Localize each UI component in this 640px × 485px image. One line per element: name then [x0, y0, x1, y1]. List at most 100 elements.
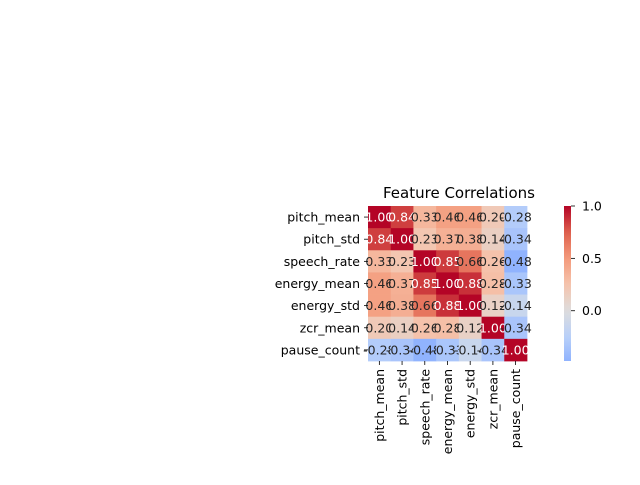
- heatmap-cell: [368, 294, 392, 318]
- heatmap-cell: [390, 272, 414, 295]
- heatmap-cell: [458, 206, 482, 229]
- heatmap-cell: [504, 316, 528, 340]
- heatmap-cell: [436, 316, 460, 340]
- cell-value-label: -0.34: [499, 320, 531, 335]
- cell-value-label: -0.48: [409, 342, 441, 357]
- heatmap-cell: [368, 272, 392, 295]
- cell-value-label: 0.23: [388, 254, 416, 269]
- cell-value-label: 0.33: [411, 210, 439, 225]
- cell-value-label: -0.33: [431, 342, 463, 357]
- cell-value-label: 0.46: [365, 276, 393, 291]
- heatmap-cell: [481, 228, 505, 251]
- heatmap-cell: [504, 294, 528, 318]
- cell-value-label: 1.00: [456, 298, 484, 313]
- heatmap-cell: [436, 206, 460, 229]
- cell-value-label: 0.26: [411, 320, 439, 335]
- heatmap-cell: [504, 228, 528, 251]
- cell-value-label: -0.14: [499, 298, 531, 313]
- chart-title: Feature Correlations: [383, 184, 535, 202]
- heatmap-cell: [413, 294, 437, 318]
- cell-value-label: 0.46: [456, 210, 484, 225]
- heatmap-cell: [390, 294, 414, 318]
- cell-value-label: 0.84: [388, 210, 416, 225]
- x-tick-label: zcr_mean: [485, 369, 500, 429]
- colorbar-tick-label: 0.5: [582, 251, 602, 266]
- cell-value-label: -0.33: [499, 276, 531, 291]
- heatmap-cell: [390, 316, 414, 340]
- y-tick-label: energy_mean: [275, 276, 360, 291]
- heatmap-cell: [458, 294, 482, 318]
- heatmap-cell: [368, 228, 392, 251]
- x-tick-label: pitch_mean: [372, 369, 387, 442]
- heatmap-cell: [481, 294, 505, 318]
- cell-value-label: 0.88: [456, 276, 484, 291]
- cell-value-label: 0.88: [434, 298, 462, 313]
- heatmap-cell: [458, 228, 482, 251]
- cell-value-label: 0.12: [456, 320, 484, 335]
- heatmap-cell: [368, 316, 392, 340]
- cell-value-label: 1.00: [411, 254, 439, 269]
- heatmap-cell: [481, 338, 505, 362]
- x-tick-label: energy_std: [463, 369, 478, 438]
- heatmap-cell: [368, 250, 392, 273]
- heatmap-cell: [504, 272, 528, 295]
- cell-value-label: -0.34: [386, 342, 418, 357]
- x-tick-label: speech_rate: [417, 369, 432, 446]
- y-tick-labels: pitch_mean pitch_std speech_rate energy_mea…: [275, 210, 368, 357]
- cell-value-label: -0.28: [363, 342, 395, 357]
- cell-value-label: -0.34: [477, 342, 509, 357]
- y-tick-label: pitch_mean: [287, 210, 360, 225]
- cell-value-label: 0.84: [365, 232, 393, 247]
- colorbar-tick-label: 0.0: [582, 303, 602, 318]
- cell-value-label: -0.28: [499, 210, 531, 225]
- cell-value-label: -0.34: [499, 232, 531, 247]
- colorbar-tick-label: 1.0: [582, 199, 602, 214]
- cell-value-label: 0.28: [479, 276, 507, 291]
- cell-value-label: 0.26: [479, 254, 507, 269]
- heatmap-cell: [413, 338, 437, 362]
- cell-value-label: 0.85: [411, 276, 439, 291]
- cell-value-label: 0.66: [411, 298, 439, 313]
- heatmap-cell: [504, 206, 528, 229]
- y-tick-label: speech_rate: [284, 254, 361, 269]
- y-tick-label: energy_std: [291, 298, 360, 313]
- heatmap-cell: [481, 272, 505, 295]
- heatmap-cell: [436, 250, 460, 273]
- cell-value-label: 0.46: [365, 298, 393, 313]
- cell-value-label: -0.48: [499, 254, 531, 269]
- heatmap-cell: [390, 206, 414, 229]
- cell-value-label: 0.66: [456, 254, 484, 269]
- cell-value-label: 0.38: [456, 232, 484, 247]
- heatmap-cell: [481, 206, 505, 229]
- cell-value-label: 0.14: [479, 232, 507, 247]
- x-tick-labels: pitch_mean pitch_std speech_rate energy_mea…: [372, 360, 523, 454]
- x-tick-label: pitch_std: [395, 369, 410, 426]
- cell-value-label: 1.00: [388, 232, 416, 247]
- cell-value-label: 0.37: [388, 276, 416, 291]
- heatmap-cell: [368, 206, 392, 229]
- cell-value-label: 0.46: [434, 210, 462, 225]
- heatmap-cell: [504, 250, 528, 273]
- x-tick-label: pause_count: [508, 369, 523, 448]
- cell-value-label: 0.85: [434, 254, 462, 269]
- cell-value-label: -0.14: [454, 342, 486, 357]
- heatmap-cell: [436, 272, 460, 295]
- heatmap-cell: [436, 228, 460, 251]
- cell-value-label: 0.23: [411, 232, 439, 247]
- cell-value-label: 1.00: [479, 320, 507, 335]
- heatmap-cell: [413, 206, 437, 229]
- heatmap-cell: [458, 338, 482, 362]
- heatmap-cell: [390, 228, 414, 251]
- cell-value-label: 1.00: [502, 342, 530, 357]
- heatmap-cell: [504, 338, 528, 362]
- heatmap-cell: [368, 338, 392, 362]
- heatmap-cell: [458, 272, 482, 295]
- cell-value-label: 1.00: [434, 276, 462, 291]
- cell-value-label: 0.33: [365, 254, 393, 269]
- heatmap-cell: [413, 316, 437, 340]
- cell-value-label: 0.37: [434, 232, 462, 247]
- cell-value-label: 0.28: [434, 320, 462, 335]
- heatmap-cell: [436, 294, 460, 318]
- cell-value-label: 0.12: [479, 298, 507, 313]
